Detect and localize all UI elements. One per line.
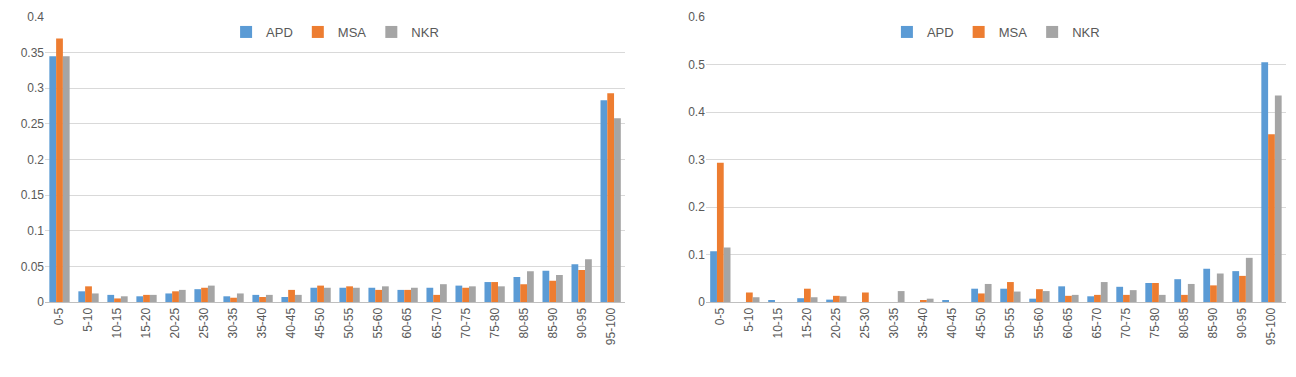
svg-text:5-10: 5-10 [81,307,95,331]
svg-text:0.1: 0.1 [688,248,705,262]
svg-text:MSA: MSA [338,25,367,40]
svg-text:MSA: MSA [999,25,1028,40]
svg-text:0.2: 0.2 [27,153,44,167]
svg-text:95-100: 95-100 [604,307,618,345]
svg-text:10-15: 10-15 [110,307,124,338]
svg-text:0.3: 0.3 [27,81,44,95]
svg-text:95-100: 95-100 [1264,307,1278,345]
svg-text:65-70: 65-70 [430,307,444,338]
svg-text:40-45: 40-45 [945,307,959,338]
svg-text:50-55: 50-55 [1003,307,1017,338]
svg-text:NKR: NKR [1072,25,1099,40]
svg-text:45-50: 45-50 [974,307,988,338]
svg-text:15-20: 15-20 [139,307,153,338]
svg-text:90-95: 90-95 [575,307,589,338]
svg-text:35-40: 35-40 [916,307,930,338]
svg-text:60-65: 60-65 [1061,307,1075,338]
svg-text:0.25: 0.25 [21,117,45,131]
svg-text:0-5: 0-5 [713,307,727,325]
svg-text:25-30: 25-30 [197,307,211,338]
svg-text:25-30: 25-30 [858,307,872,338]
svg-text:0.35: 0.35 [21,46,45,60]
svg-text:90-95: 90-95 [1235,307,1249,338]
svg-text:0: 0 [698,295,705,309]
svg-text:75-80: 75-80 [1148,307,1162,338]
svg-text:0.2: 0.2 [688,200,705,214]
svg-text:0.5: 0.5 [688,58,705,72]
svg-text:0-5: 0-5 [52,307,66,325]
svg-text:50-55: 50-55 [342,307,356,338]
svg-text:0.05: 0.05 [21,260,45,274]
svg-text:APD: APD [266,25,293,40]
svg-text:70-75: 70-75 [459,307,473,338]
svg-text:80-85: 80-85 [1177,307,1191,338]
svg-text:0.4: 0.4 [27,10,44,24]
svg-text:55-60: 55-60 [1032,307,1046,338]
svg-text:70-75: 70-75 [1119,307,1133,338]
svg-text:65-70: 65-70 [1090,307,1104,338]
svg-text:NKR: NKR [411,25,438,40]
svg-text:45-50: 45-50 [313,307,327,338]
svg-text:15-20: 15-20 [800,307,814,338]
svg-text:0.4: 0.4 [688,105,705,119]
svg-text:10-15: 10-15 [771,307,785,338]
svg-text:0.6: 0.6 [688,10,705,24]
svg-text:0.3: 0.3 [688,153,705,167]
svg-text:30-35: 30-35 [226,307,240,338]
svg-text:APD: APD [927,25,954,40]
svg-text:55-60: 55-60 [372,307,386,338]
svg-text:75-80: 75-80 [488,307,502,338]
svg-text:85-90: 85-90 [1206,307,1220,338]
svg-text:30-35: 30-35 [887,307,901,338]
svg-text:0.15: 0.15 [21,188,45,202]
svg-text:0: 0 [37,295,44,309]
svg-text:85-90: 85-90 [546,307,560,338]
svg-text:0.1: 0.1 [27,224,44,238]
svg-text:20-25: 20-25 [829,307,843,338]
svg-text:60-65: 60-65 [401,307,415,338]
svg-text:20-25: 20-25 [168,307,182,338]
svg-text:80-85: 80-85 [517,307,531,338]
svg-text:5-10: 5-10 [742,307,756,331]
svg-text:35-40: 35-40 [255,307,269,338]
svg-text:40-45: 40-45 [284,307,298,338]
